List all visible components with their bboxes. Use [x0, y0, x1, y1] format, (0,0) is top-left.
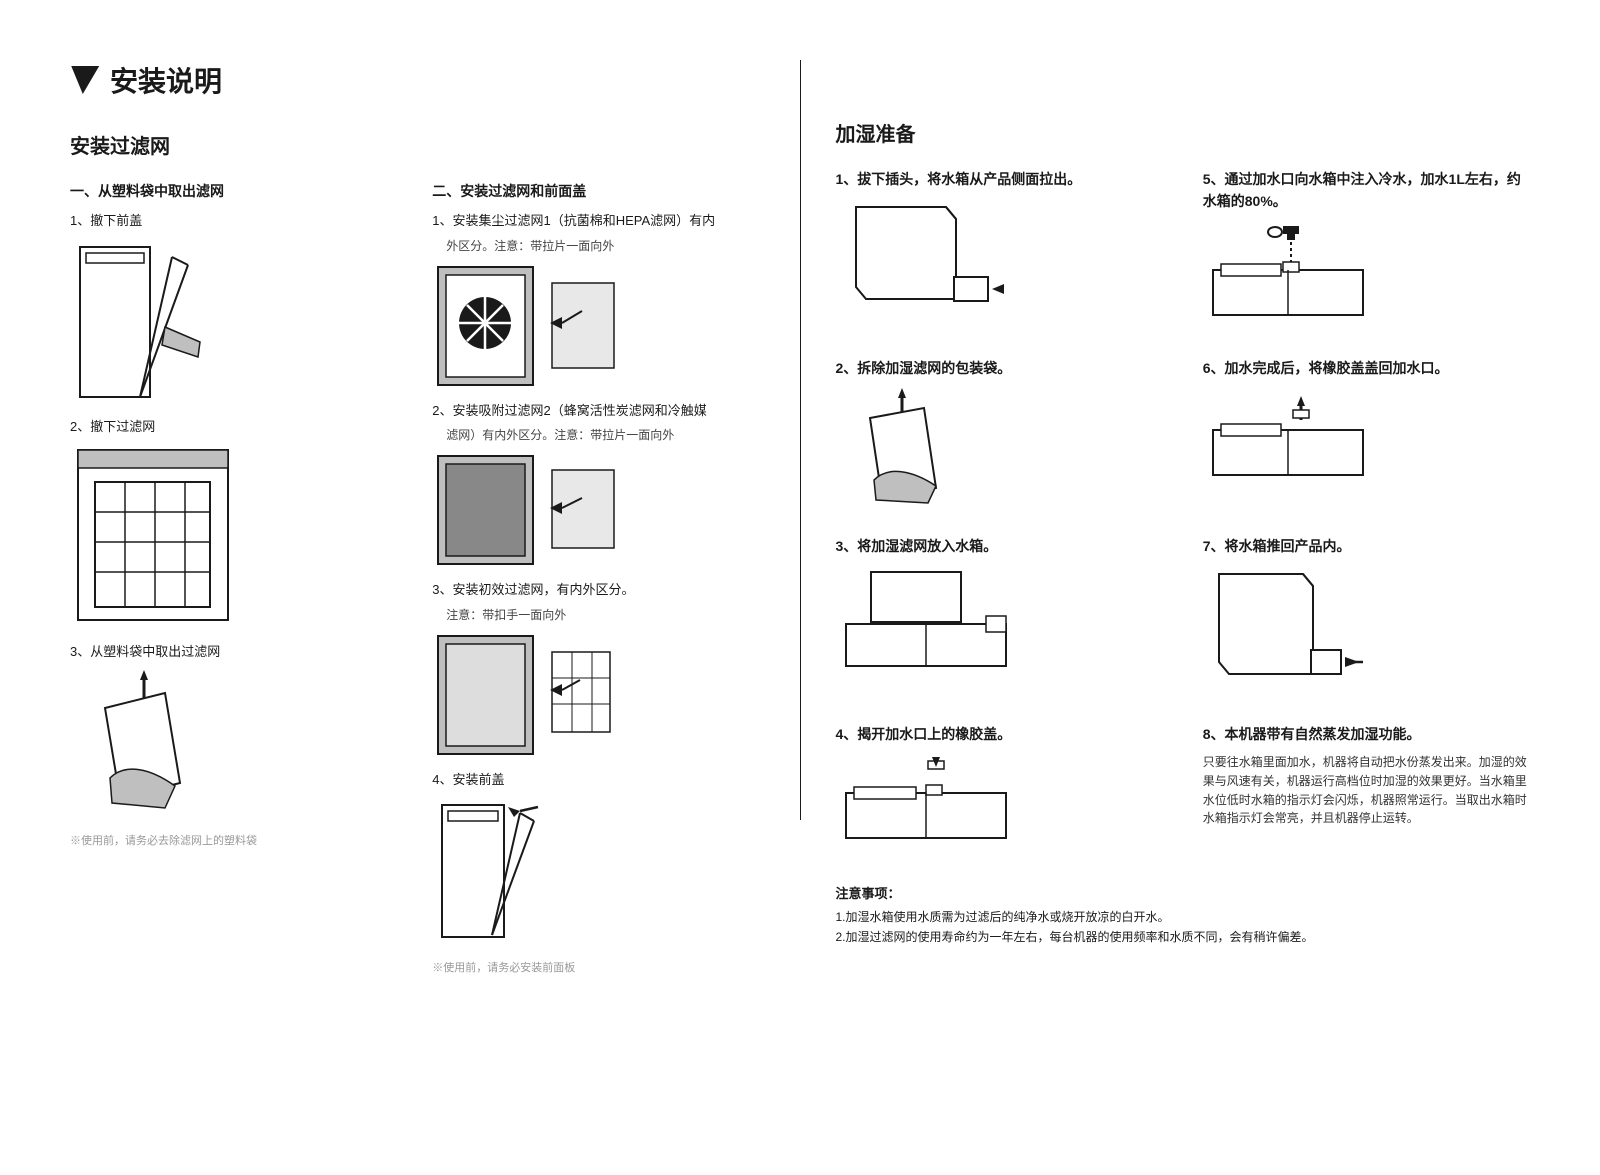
illus-install-prefilter: [432, 630, 632, 760]
r-step-7: 7、将水箱推回产品内。: [1203, 536, 1530, 706]
r-step-8-title: 8、本机器带有自然蒸发加湿功能。: [1203, 724, 1530, 746]
r-step-6: 6、加水完成后，将橡胶盖盖回加水口。: [1203, 358, 1530, 518]
illus-remove-front-cover: [70, 237, 220, 407]
main-title: 安装说明: [110, 60, 222, 100]
col2-step3-note: 注意：带扣手一面向外: [432, 606, 764, 624]
col1-step1-label: 1、撤下前盖: [70, 211, 402, 231]
left-col-2: 二、安装过滤网和前面盖 1、安装集尘过滤网1（抗菌棉和HEPA滤网）有内 外区分…: [432, 181, 764, 975]
r-step-3-title: 3、将加湿滤网放入水箱。: [836, 536, 1163, 558]
illus-open-cap: [836, 753, 1016, 853]
illus-install-cover: [432, 795, 552, 945]
illus-push-tank-back: [1203, 566, 1373, 696]
header-marker-icon: [69, 66, 99, 94]
notes-line-1: 1.加湿水箱使用水质需为过滤后的纯净水或烧开放凉的白开水。: [836, 908, 1531, 927]
illus-close-cap: [1203, 388, 1373, 488]
col2-step4-label: 4、安装前盖: [432, 770, 764, 790]
notes-title: 注意事项：: [836, 883, 1531, 902]
r-step-5: 5、通过加水口向水箱中注入冷水，加水1L左右，约水箱的80%。: [1203, 169, 1530, 340]
col2-heading: 二、安装过滤网和前面盖: [432, 181, 764, 201]
r-step-7-title: 7、将水箱推回产品内。: [1203, 536, 1530, 558]
illus-remove-filter: [70, 442, 235, 632]
col2-footnote: ※使用前，请务必安装前面板: [432, 959, 764, 975]
r-step-4-title: 4、揭开加水口上的橡胶盖。: [836, 724, 1163, 746]
illus-install-filter2: [432, 450, 632, 570]
illus-pull-tank: [836, 199, 1006, 319]
col2-step1-label: 1、安装集尘过滤网1（抗菌棉和HEPA滤网）有内: [432, 211, 764, 231]
col1-step3-label: 3、从塑料袋中取出过滤网: [70, 642, 402, 662]
col2-step2-note: 滤网）有内外区分。注意：带拉片一面向外: [432, 426, 764, 444]
illus-insert-filter-tank: [836, 566, 1016, 676]
r-step-8: 8、本机器带有自然蒸发加湿功能。 只要往水箱里面加水，机器将自动把水份蒸发出来。…: [1203, 724, 1530, 864]
illus-install-filter1: [432, 261, 632, 391]
main-header: 安装说明: [70, 60, 765, 100]
left-page: 安装说明 安装过滤网 一、从塑料袋中取出滤网 1、撤下前盖 2、撤下过滤网: [70, 60, 800, 1135]
col2-step3-label: 3、安装初效过滤网，有内外区分。: [432, 580, 764, 600]
r-step-5-title: 5、通过加水口向水箱中注入冷水，加水1L左右，约水箱的80%。: [1203, 169, 1530, 212]
section-title-right: 加湿准备: [836, 118, 1531, 147]
illus-unbag-humid-filter: [836, 388, 976, 508]
col2-step1-note: 外区分。注意：带拉片一面向外: [432, 237, 764, 255]
r-step-6-title: 6、加水完成后，将橡胶盖盖回加水口。: [1203, 358, 1530, 380]
r-step-2-title: 2、拆除加湿滤网的包装袋。: [836, 358, 1163, 380]
col1-footnote: ※使用前，请务必去除滤网上的塑料袋: [70, 832, 402, 848]
col1-heading: 一、从塑料袋中取出滤网: [70, 181, 402, 201]
r-step-1: 1、拔下插头，将水箱从产品侧面拉出。: [836, 169, 1163, 340]
illus-unbag-filter: [70, 668, 220, 818]
notes-line-2: 2.加湿过滤网的使用寿命约为一年左右，每台机器的使用频率和水质不同，会有稍许偏差…: [836, 928, 1531, 947]
notes-block: 注意事项： 1.加湿水箱使用水质需为过滤后的纯净水或烧开放凉的白开水。 2.加湿…: [836, 883, 1531, 946]
illus-fill-water: [1203, 220, 1373, 330]
col1-step2-label: 2、撤下过滤网: [70, 417, 402, 437]
left-col-1: 一、从塑料袋中取出滤网 1、撤下前盖 2、撤下过滤网: [70, 181, 402, 975]
col2-step2-label: 2、安装吸附过滤网2（蜂窝活性炭滤网和冷触媒: [432, 401, 764, 421]
r-step-8-body: 只要往水箱里面加水，机器将自动把水份蒸发出来。加湿的效果与风速有关，机器运行高档…: [1203, 753, 1530, 827]
right-page: 加湿准备 1、拔下插头，将水箱从产品侧面拉出。 5、通过加水口向水箱中注入冷水，…: [801, 60, 1531, 1135]
section-title-left: 安装过滤网: [70, 130, 765, 159]
r-step-3: 3、将加湿滤网放入水箱。: [836, 536, 1163, 706]
r-step-1-title: 1、拔下插头，将水箱从产品侧面拉出。: [836, 169, 1163, 191]
r-step-4: 4、揭开加水口上的橡胶盖。: [836, 724, 1163, 864]
r-step-2: 2、拆除加湿滤网的包装袋。: [836, 358, 1163, 518]
